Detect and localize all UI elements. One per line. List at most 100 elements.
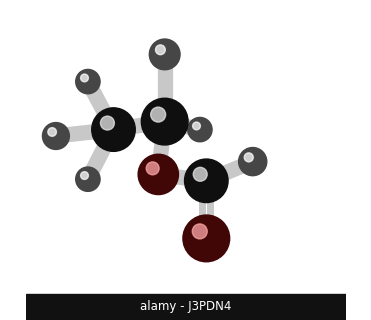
Circle shape (192, 224, 207, 239)
Circle shape (98, 114, 129, 145)
Circle shape (86, 178, 89, 180)
Circle shape (144, 101, 186, 142)
Circle shape (197, 171, 216, 190)
Circle shape (196, 228, 217, 249)
Circle shape (53, 133, 59, 139)
Circle shape (186, 218, 227, 259)
Circle shape (239, 148, 267, 176)
Circle shape (87, 81, 89, 82)
Circle shape (86, 177, 90, 181)
Circle shape (160, 116, 170, 127)
Circle shape (78, 170, 97, 189)
Circle shape (198, 231, 214, 246)
Circle shape (196, 125, 204, 134)
Circle shape (195, 125, 205, 134)
Circle shape (92, 108, 135, 151)
Text: alamy - J3PDN4: alamy - J3PDN4 (140, 300, 231, 313)
Circle shape (161, 51, 168, 58)
Circle shape (152, 108, 178, 135)
Circle shape (49, 129, 63, 143)
Circle shape (87, 179, 89, 180)
Circle shape (246, 155, 259, 168)
Circle shape (112, 128, 115, 131)
Circle shape (200, 175, 212, 187)
Circle shape (147, 103, 183, 140)
Circle shape (193, 122, 207, 137)
Circle shape (50, 130, 62, 142)
Circle shape (80, 74, 96, 90)
Circle shape (55, 135, 57, 137)
Circle shape (76, 70, 99, 93)
Circle shape (85, 79, 91, 84)
Circle shape (198, 172, 215, 189)
Circle shape (76, 168, 99, 191)
Circle shape (198, 128, 202, 132)
Circle shape (200, 232, 213, 245)
Circle shape (201, 176, 211, 186)
Circle shape (140, 156, 176, 192)
Circle shape (188, 163, 224, 199)
Circle shape (139, 156, 177, 193)
Circle shape (153, 110, 176, 133)
Circle shape (155, 113, 174, 131)
Circle shape (241, 150, 265, 173)
Circle shape (251, 160, 254, 163)
Circle shape (152, 168, 165, 181)
Circle shape (93, 109, 134, 150)
Circle shape (203, 235, 210, 242)
Circle shape (191, 165, 222, 196)
Circle shape (244, 153, 253, 162)
Circle shape (152, 42, 177, 67)
Circle shape (83, 174, 93, 184)
Circle shape (250, 158, 256, 165)
Circle shape (52, 132, 60, 140)
Circle shape (142, 100, 187, 144)
Circle shape (160, 49, 170, 60)
Circle shape (84, 77, 92, 86)
Circle shape (148, 105, 181, 139)
Circle shape (160, 50, 169, 59)
Circle shape (159, 48, 171, 60)
Circle shape (77, 71, 99, 92)
Circle shape (243, 152, 262, 171)
Circle shape (205, 180, 207, 182)
Circle shape (194, 124, 206, 136)
Circle shape (196, 170, 217, 192)
Circle shape (248, 157, 257, 166)
Bar (26, 294, 345, 320)
Circle shape (108, 124, 119, 136)
Circle shape (190, 120, 209, 139)
Circle shape (81, 172, 88, 180)
Circle shape (154, 111, 175, 132)
Circle shape (201, 233, 211, 244)
Circle shape (95, 111, 132, 148)
Circle shape (104, 120, 123, 139)
Circle shape (193, 122, 200, 130)
Circle shape (146, 162, 159, 175)
Circle shape (199, 129, 201, 130)
Circle shape (103, 119, 124, 140)
Circle shape (100, 116, 127, 143)
Circle shape (252, 161, 253, 162)
Circle shape (162, 52, 167, 57)
Circle shape (79, 73, 97, 90)
Circle shape (187, 219, 226, 258)
Circle shape (162, 119, 167, 124)
Circle shape (192, 166, 221, 195)
Circle shape (198, 128, 201, 131)
Circle shape (81, 172, 95, 186)
Circle shape (46, 126, 66, 146)
Circle shape (141, 98, 188, 145)
Circle shape (81, 75, 95, 88)
Circle shape (158, 48, 171, 61)
Circle shape (192, 122, 208, 138)
Circle shape (154, 170, 163, 179)
Circle shape (203, 177, 210, 184)
Circle shape (81, 74, 88, 82)
Circle shape (49, 129, 63, 143)
Circle shape (151, 107, 165, 122)
Circle shape (153, 169, 164, 180)
Circle shape (156, 172, 161, 177)
Circle shape (45, 125, 67, 147)
Circle shape (194, 169, 219, 193)
